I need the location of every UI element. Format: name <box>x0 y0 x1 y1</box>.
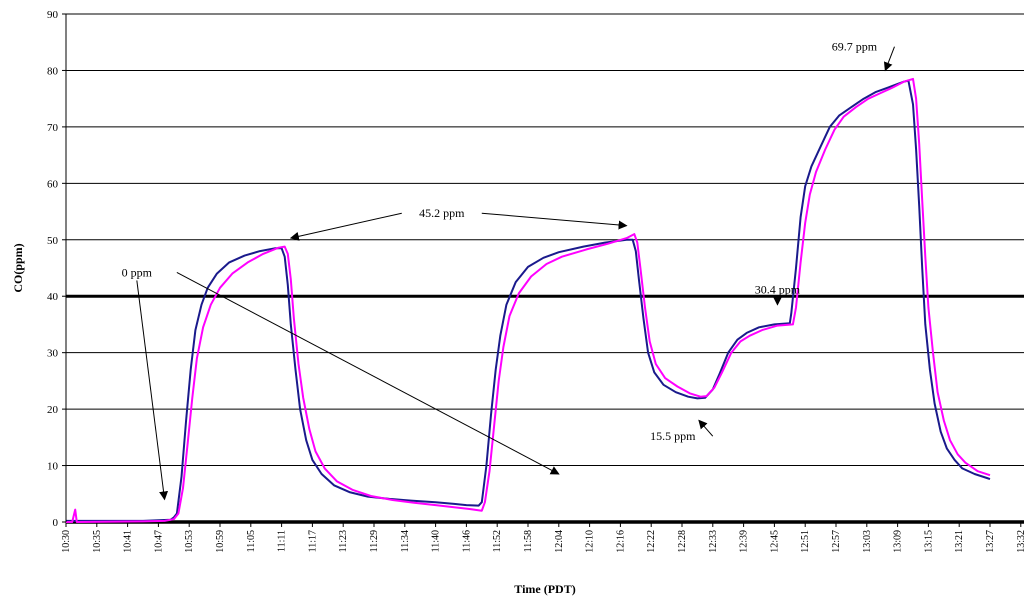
y-tick-label: 40 <box>47 291 59 303</box>
gridlines <box>62 13 1024 527</box>
x-tick-label: 12:28 <box>677 530 688 553</box>
y-tick-label: 50 <box>47 235 59 247</box>
y-tick-label: 0 <box>53 517 59 529</box>
x-tick-label: 10:47 <box>153 530 164 553</box>
x-tick-label: 11:05 <box>246 530 257 552</box>
x-axis-label: Time (PDT) <box>514 582 575 596</box>
x-tick-label: 12:39 <box>739 530 750 553</box>
annotation-arrow <box>883 46 895 72</box>
x-tick-label: 12:51 <box>800 530 811 553</box>
annotation-arrow <box>481 212 628 230</box>
x-tick-label: 11:52 <box>492 530 503 552</box>
y-tick-label: 30 <box>47 348 59 360</box>
annotation-arrow <box>289 212 402 241</box>
x-tick-label: 12:10 <box>585 530 596 553</box>
x-tick-label: 13:32 <box>1016 530 1024 553</box>
x-tick-label: 13:03 <box>862 530 873 553</box>
y-tick-label: 20 <box>47 404 59 416</box>
x-tick-label: 12:33 <box>708 530 719 553</box>
x-tick-label: 13:27 <box>985 530 996 553</box>
x-tick-label: 13:15 <box>923 530 934 553</box>
x-tick-label: 12:57 <box>831 530 842 553</box>
x-tick-label: 11:17 <box>307 530 318 552</box>
y-tick-label: 60 <box>47 178 59 190</box>
x-tick-label: 11:23 <box>338 530 349 552</box>
annotation-label: 15.5 ppm <box>650 429 696 443</box>
y-axis-label: CO(ppm) <box>11 243 25 292</box>
y-tick-label: 10 <box>47 461 59 473</box>
x-tick-label: 10:30 <box>61 530 72 553</box>
annotation-arrow <box>136 280 169 501</box>
x-tick-label: 11:29 <box>369 530 380 552</box>
y-tick-label: 70 <box>47 122 59 134</box>
x-tick-label: 12:16 <box>615 530 626 553</box>
series-line-1 <box>66 79 991 522</box>
annotation-label: 69.7 ppm <box>832 40 878 54</box>
x-tick-label: 10:59 <box>215 530 226 553</box>
x-tick-label: 10:53 <box>184 530 195 553</box>
x-tick-label: 13:09 <box>893 530 904 553</box>
x-tick-label: 13:21 <box>954 530 965 553</box>
y-tick-label: 80 <box>47 65 59 77</box>
x-tick-label: 12:04 <box>554 530 565 553</box>
x-tick-label: 11:58 <box>523 530 534 552</box>
series-lines <box>66 77 991 523</box>
annotation-label: 0 ppm <box>122 265 153 279</box>
annotation-label: 30.4 ppm <box>755 282 801 296</box>
x-tick-label: 11:40 <box>431 530 442 552</box>
y-tick-label: 90 <box>47 9 59 21</box>
series-line-2 <box>66 77 991 523</box>
annotation-arrow <box>698 419 714 437</box>
y-tick-labels: 0 10 20 30 40 50 60 70 80 90 <box>47 9 59 529</box>
annotation-label: 45.2 ppm <box>419 206 465 220</box>
x-tick-label: 12:45 <box>769 530 780 553</box>
x-tick-label: 11:34 <box>400 530 411 552</box>
x-tick-label: 11:46 <box>461 530 472 552</box>
x-tick-label: 11:11 <box>277 530 288 552</box>
x-tick-label: 10:35 <box>92 530 103 553</box>
annotation-arrow <box>176 272 560 475</box>
x-tick-label: 10:41 <box>123 530 134 553</box>
annotations: 0 ppm 45.2 ppm 30.4 ppm 15.5 ppm 69.7 ppm <box>122 40 895 501</box>
x-tick-labels: 10:30 10:35 10:41 10:47 10:53 10:59 11:05 11:11… <box>61 530 1024 553</box>
x-tick-label: 12:22 <box>646 530 657 553</box>
